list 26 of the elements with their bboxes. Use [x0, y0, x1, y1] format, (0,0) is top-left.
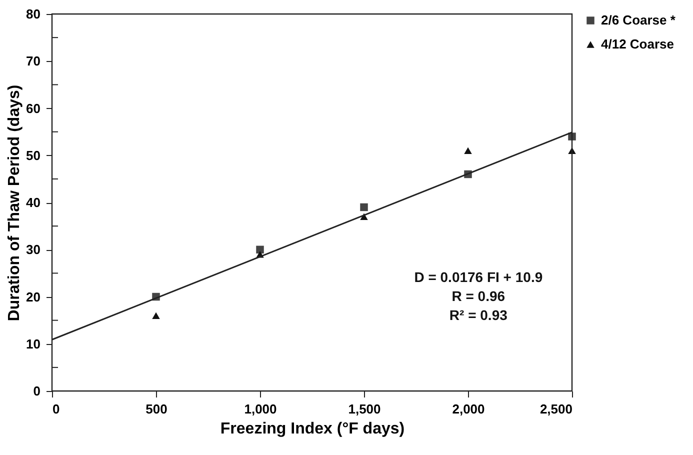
y-tick-label: 60: [26, 100, 40, 116]
y-tick-label: 20: [26, 289, 40, 304]
annotation: R² = 0.93: [449, 306, 508, 323]
y-tick-label: 30: [26, 242, 40, 258]
y-tick-label: 70: [26, 54, 40, 69]
annotation: R = 0.96: [452, 288, 506, 304]
point: [152, 312, 160, 319]
x-tick-label: 2,000: [452, 402, 485, 416]
point: [464, 147, 472, 154]
x-tick-label: 2,500: [540, 402, 572, 416]
y-tick-label: 0: [33, 384, 40, 398]
y-tick-label: 40: [26, 195, 40, 210]
y-tick-label: 50: [26, 148, 40, 163]
x-tick-label: 1,500: [348, 402, 381, 416]
x-tick-label: 1,000: [244, 402, 277, 416]
y-tick-label: 10: [26, 336, 40, 352]
x-tick-label: 0: [52, 402, 60, 416]
legend-label: 2/6 Coarse *: [601, 12, 676, 28]
point: [360, 203, 368, 212]
y-tick-label: 80: [26, 6, 40, 22]
legend-label: 4/12 Coarse: [601, 36, 674, 52]
y-axis-title: Duration of Thaw Period (days): [6, 84, 24, 322]
annotation: D = 0.0176 FI + 10.9: [414, 268, 543, 285]
x-axis-title: Freezing Index (°F days): [220, 420, 405, 438]
point: [256, 246, 264, 254]
x-tick-label: 500: [146, 402, 168, 416]
